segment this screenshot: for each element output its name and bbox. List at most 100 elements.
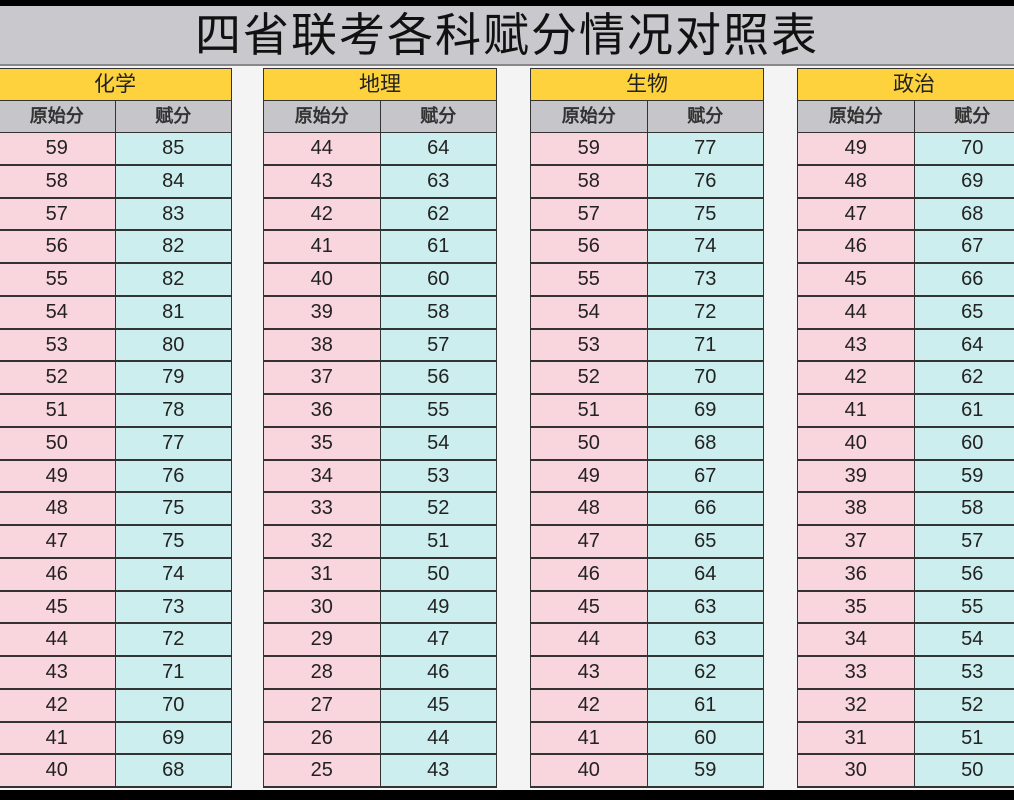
scaled-score-cell: 83 bbox=[114, 198, 232, 230]
raw-score-cell: 47 bbox=[0, 526, 115, 557]
raw-score-cell: 43 bbox=[797, 329, 914, 361]
raw-score-cell: 37 bbox=[263, 362, 380, 393]
table-row: 33 53 bbox=[797, 657, 1014, 690]
table-row: 42 62 bbox=[263, 198, 497, 232]
scaled-score-header: 赋分 bbox=[115, 101, 232, 133]
raw-score-cell: 31 bbox=[263, 558, 380, 590]
table-row: 26 44 bbox=[263, 722, 497, 756]
raw-score-header: 原始分 bbox=[263, 101, 381, 133]
raw-score-cell: 44 bbox=[263, 133, 380, 164]
table-row: 48 66 bbox=[530, 493, 764, 526]
scaled-score-cell: 85 bbox=[114, 133, 232, 164]
column-header-row: 原始分 赋分 bbox=[530, 101, 764, 133]
raw-score-cell: 34 bbox=[797, 624, 914, 655]
table-row: 31 50 bbox=[263, 558, 497, 592]
scaled-score-cell: 68 bbox=[646, 427, 764, 459]
raw-score-cell: 56 bbox=[0, 231, 115, 262]
scaled-score-cell: 64 bbox=[913, 329, 1014, 361]
table-row: 54 81 bbox=[0, 296, 232, 330]
table-row: 48 75 bbox=[0, 493, 232, 526]
scaled-score-cell: 77 bbox=[114, 427, 232, 459]
table-row: 51 78 bbox=[0, 395, 232, 428]
table-row: 52 79 bbox=[0, 362, 232, 395]
raw-score-cell: 55 bbox=[530, 264, 647, 295]
scaled-score-cell: 65 bbox=[646, 526, 764, 557]
table-row: 34 54 bbox=[797, 624, 1014, 657]
raw-score-cell: 39 bbox=[263, 296, 380, 328]
column-header-row: 原始分 赋分 bbox=[0, 101, 232, 133]
table-row: 50 77 bbox=[0, 427, 232, 461]
table-row: 43 71 bbox=[0, 657, 232, 690]
scaled-score-cell: 46 bbox=[379, 657, 497, 688]
table-row: 25 43 bbox=[263, 755, 497, 788]
table-row: 59 77 bbox=[530, 133, 764, 166]
scaled-score-cell: 64 bbox=[379, 133, 497, 164]
raw-score-header: 原始分 bbox=[0, 101, 116, 133]
raw-score-cell: 46 bbox=[0, 558, 115, 590]
table-row: 44 64 bbox=[263, 133, 497, 166]
table-row: 55 82 bbox=[0, 264, 232, 297]
scaled-score-cell: 73 bbox=[646, 264, 764, 295]
scaled-score-cell: 43 bbox=[379, 755, 497, 786]
raw-score-cell: 51 bbox=[0, 395, 115, 426]
raw-score-cell: 48 bbox=[530, 493, 647, 524]
raw-score-cell: 50 bbox=[530, 427, 647, 459]
table-row: 35 54 bbox=[263, 427, 497, 461]
scaled-score-cell: 60 bbox=[646, 722, 764, 754]
table-row: 46 64 bbox=[530, 558, 764, 592]
table-row: 41 61 bbox=[797, 395, 1014, 428]
raw-score-cell: 42 bbox=[797, 362, 914, 393]
table-row: 47 65 bbox=[530, 526, 764, 559]
table-row: 29 47 bbox=[263, 624, 497, 657]
table-row: 57 75 bbox=[530, 198, 764, 232]
table-row: 57 83 bbox=[0, 198, 232, 232]
table-row: 41 69 bbox=[0, 722, 232, 756]
table-row: 47 68 bbox=[797, 198, 1014, 232]
raw-score-cell: 30 bbox=[263, 591, 380, 623]
scaled-score-cell: 66 bbox=[913, 264, 1014, 295]
scaled-score-header: 赋分 bbox=[647, 101, 764, 133]
scaled-score-cell: 76 bbox=[114, 460, 232, 492]
table-row: 49 67 bbox=[530, 460, 764, 494]
table-row: 44 63 bbox=[530, 624, 764, 657]
scaled-score-cell: 59 bbox=[913, 460, 1014, 492]
table-row: 43 64 bbox=[797, 329, 1014, 363]
raw-score-cell: 36 bbox=[263, 395, 380, 426]
raw-score-cell: 27 bbox=[263, 689, 380, 721]
scaled-score-cell: 79 bbox=[114, 362, 232, 393]
table-row: 45 73 bbox=[0, 591, 232, 625]
table-row: 43 63 bbox=[263, 165, 497, 199]
raw-score-cell: 36 bbox=[797, 558, 914, 590]
scaled-score-cell: 58 bbox=[913, 493, 1014, 524]
column-header-row: 原始分 赋分 bbox=[263, 101, 497, 133]
scaled-score-cell: 61 bbox=[913, 395, 1014, 426]
scaled-score-cell: 54 bbox=[379, 427, 497, 459]
raw-score-cell: 28 bbox=[263, 657, 380, 688]
raw-score-cell: 48 bbox=[0, 493, 115, 524]
raw-score-cell: 48 bbox=[797, 165, 914, 197]
scaled-score-cell: 71 bbox=[646, 329, 764, 361]
table-row: 33 52 bbox=[263, 493, 497, 526]
scaled-score-cell: 72 bbox=[114, 624, 232, 655]
raw-score-cell: 34 bbox=[263, 460, 380, 492]
scaled-score-cell: 44 bbox=[379, 722, 497, 754]
raw-score-cell: 43 bbox=[0, 657, 115, 688]
table-row: 35 55 bbox=[797, 591, 1014, 625]
scaled-score-cell: 66 bbox=[646, 493, 764, 524]
table-row: 39 58 bbox=[263, 296, 497, 330]
top-bar bbox=[0, 0, 1014, 6]
table-row: 51 69 bbox=[530, 395, 764, 428]
raw-score-cell: 45 bbox=[797, 264, 914, 295]
table-row: 38 58 bbox=[797, 493, 1014, 526]
scaled-score-cell: 70 bbox=[913, 133, 1014, 164]
scaled-score-cell: 80 bbox=[114, 329, 232, 361]
raw-score-cell: 42 bbox=[0, 689, 115, 721]
scaled-score-cell: 64 bbox=[646, 558, 764, 590]
raw-score-cell: 37 bbox=[797, 526, 914, 557]
raw-score-cell: 49 bbox=[0, 460, 115, 492]
table-row: 27 45 bbox=[263, 689, 497, 723]
raw-score-cell: 32 bbox=[797, 689, 914, 721]
table-row: 42 61 bbox=[530, 689, 764, 723]
table-row: 52 70 bbox=[530, 362, 764, 395]
table-row: 32 51 bbox=[263, 526, 497, 559]
